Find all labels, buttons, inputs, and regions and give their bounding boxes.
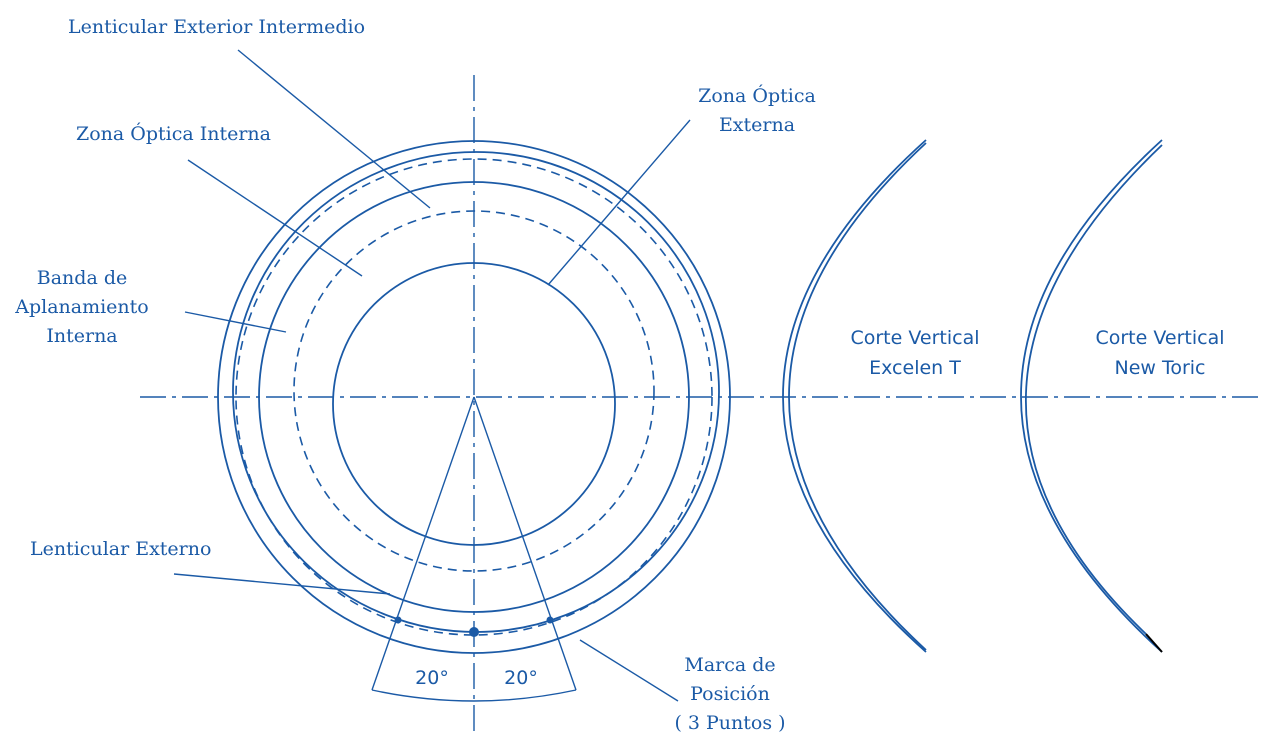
zona-optica-interna-dashed-circle xyxy=(293,210,655,572)
label-zona-optica-interna: Zona Óptica Interna xyxy=(76,122,271,145)
leader-banda xyxy=(184,311,287,333)
label-corte-excelen-line1: Corte Vertical xyxy=(850,327,979,349)
lenticular-externo-circle xyxy=(258,181,690,613)
label-banda-line1: Banda de xyxy=(37,267,127,289)
label-corte-excelen-line2: Excelen T xyxy=(869,357,961,379)
label-banda-line2: Aplanamiento xyxy=(14,296,149,318)
position-mark-left xyxy=(394,616,402,624)
label-angle-left: 20° xyxy=(415,667,449,689)
leader-zona-optica-interna xyxy=(187,159,363,277)
position-mark-right xyxy=(546,616,554,624)
label-marca-line3: ( 3 Puntos ) xyxy=(674,712,785,734)
label-zona-optica-externa-line1: Zona Óptica xyxy=(698,84,816,107)
excelen-section-front xyxy=(782,139,927,653)
label-corte-newtoric-line1: Corte Vertical xyxy=(1095,327,1224,349)
label-zona-optica-externa-line2: Externa xyxy=(719,114,795,136)
outer-lens-circle xyxy=(217,140,731,654)
angle-line-right xyxy=(473,396,577,691)
newtoric-section-front xyxy=(1020,139,1163,653)
label-corte-newtoric-line2: New Toric xyxy=(1114,357,1205,379)
angle-line-left xyxy=(371,396,475,691)
label-banda-line3: Interna xyxy=(46,325,117,347)
lenticular-externo-dashed-circle xyxy=(235,158,713,636)
lenticular-exterior-intermedio-circle xyxy=(232,151,720,633)
leader-zona-optica-externa xyxy=(547,119,691,286)
label-lenticular-exterior-intermedio: Lenticular Exterior Intermedio xyxy=(68,16,365,38)
excelen-section-back xyxy=(788,142,927,651)
angle-arc xyxy=(371,689,577,702)
newtoric-section-tip xyxy=(1145,633,1163,653)
leader-lenticular-externo xyxy=(173,573,391,595)
position-mark-center xyxy=(469,627,479,637)
label-marca-line2: Posición xyxy=(690,683,770,705)
label-lenticular-externo: Lenticular Externo xyxy=(30,538,211,560)
label-marca-line1: Marca de xyxy=(684,654,775,676)
label-angle-right: 20° xyxy=(504,667,538,689)
leader-marca xyxy=(579,639,679,702)
newtoric-section-back xyxy=(1025,144,1163,635)
leader-lenticular-exterior-intermedio xyxy=(237,49,431,209)
zona-optica-externa-circle xyxy=(332,262,616,546)
